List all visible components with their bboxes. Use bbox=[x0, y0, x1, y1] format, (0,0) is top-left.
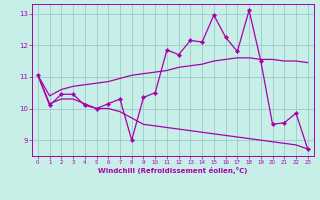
X-axis label: Windchill (Refroidissement éolien,°C): Windchill (Refroidissement éolien,°C) bbox=[98, 167, 247, 174]
